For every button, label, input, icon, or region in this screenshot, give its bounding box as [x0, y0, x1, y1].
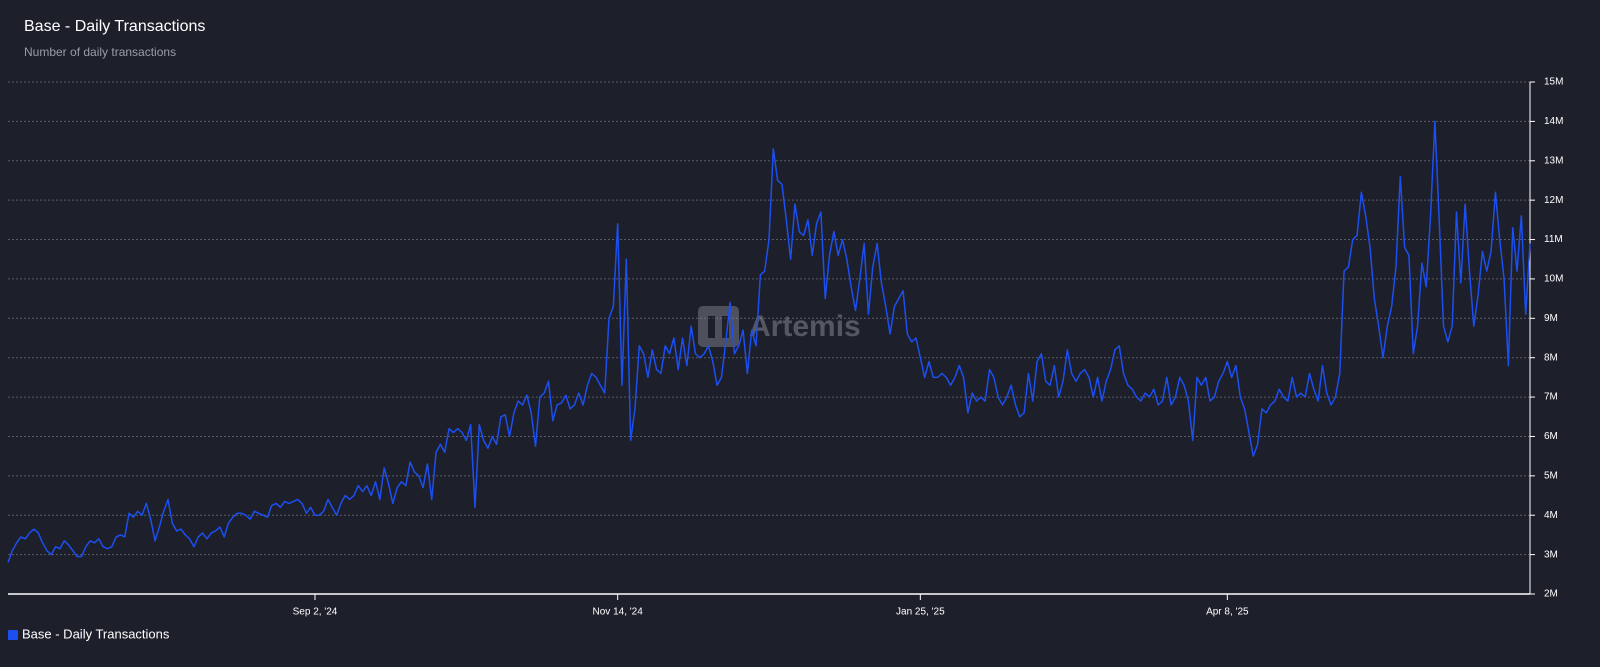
y-tick-label: 4M [1544, 510, 1558, 521]
x-tick-label: Sep 2, '24 [293, 607, 338, 618]
y-tick-label: 14M [1544, 116, 1563, 127]
y-tick-label: 7M [1544, 392, 1558, 403]
y-tick-label: 11M [1544, 234, 1563, 245]
legend-label: Base - Daily Transactions [22, 626, 170, 641]
data-line [7, 120, 1531, 563]
x-tick-label: Nov 14, '24 [593, 607, 644, 618]
chart-title: Base - Daily Transactions [24, 18, 205, 35]
chart-subtitle: Number of daily transactions [24, 45, 176, 59]
y-tick-label: 15M [1544, 77, 1563, 88]
watermark-logo-cut [708, 316, 715, 338]
x-tick-label: Jan 25, '25 [896, 607, 945, 618]
y-tick-label: 6M [1544, 431, 1558, 442]
y-tick-label: 2M [1544, 589, 1558, 600]
y-tick-label: 5M [1544, 470, 1558, 481]
y-tick-label: 12M [1544, 195, 1563, 206]
y-tick-label: 9M [1544, 313, 1558, 324]
y-tick-label: 10M [1544, 274, 1563, 285]
y-tick-label: 8M [1544, 352, 1558, 363]
watermark: Artemis [698, 306, 861, 347]
y-tick-label: 3M [1544, 549, 1558, 560]
x-tick-label: Apr 8, '25 [1206, 607, 1249, 618]
legend-swatch [8, 630, 18, 640]
watermark-logo-cut [722, 316, 729, 338]
watermark-text: Artemis [749, 310, 861, 343]
y-tick-label: 13M [1544, 155, 1563, 166]
